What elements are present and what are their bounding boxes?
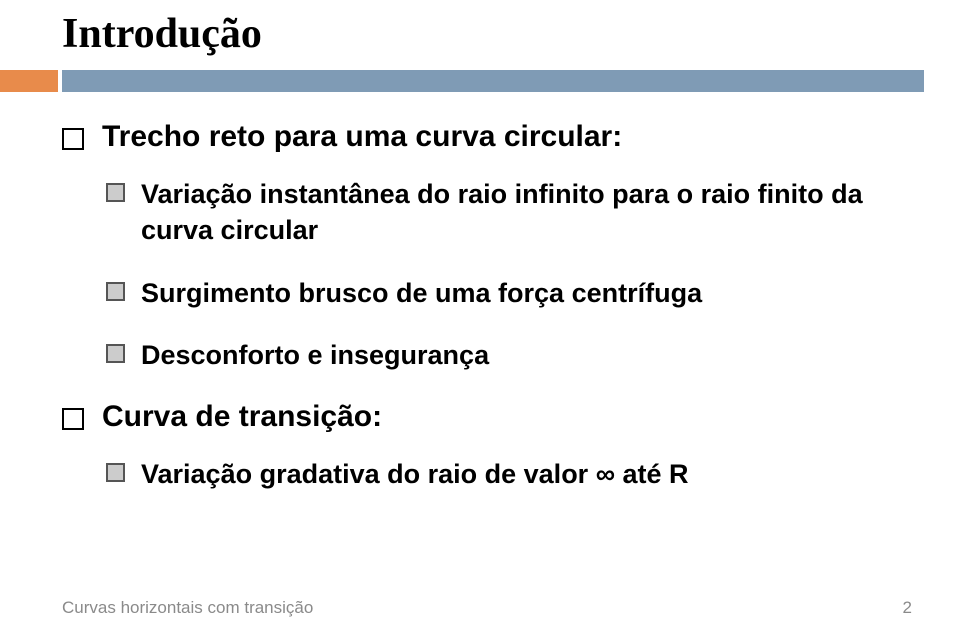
bullet-l1-text: Curva de transição: bbox=[102, 400, 382, 434]
square-bullet-icon bbox=[106, 344, 125, 363]
title-divider bbox=[62, 70, 924, 92]
bullet-l2-text: Variação gradativa do raio de valor ∞ at… bbox=[141, 456, 688, 492]
accent-bar bbox=[0, 70, 58, 92]
page-number: 2 bbox=[903, 598, 912, 618]
square-bullet-icon bbox=[106, 463, 125, 482]
bullet-l2-text: Variação instantânea do raio infinito pa… bbox=[141, 176, 924, 249]
bullet-l2-text: Surgimento brusco de uma força centrífug… bbox=[141, 275, 702, 311]
footer-text: Curvas horizontais com transição bbox=[62, 598, 313, 618]
square-bullet-icon bbox=[106, 282, 125, 301]
slide: Introdução Trecho reto para uma curva ci… bbox=[0, 0, 960, 636]
bullet-l2-group: Variação instantânea do raio infinito pa… bbox=[62, 176, 924, 374]
bullet-l1-text: Trecho reto para uma curva circular: bbox=[102, 120, 622, 154]
bullet-l1: Curva de transição: bbox=[62, 400, 924, 434]
bullet-l2: Surgimento brusco de uma força centrífug… bbox=[106, 275, 924, 311]
bullet-l2: Desconforto e insegurança bbox=[106, 337, 924, 373]
bullet-l2: Variação instantânea do raio infinito pa… bbox=[106, 176, 924, 249]
slide-content: Trecho reto para uma curva circular: Var… bbox=[62, 120, 924, 518]
square-bullet-icon bbox=[62, 128, 84, 150]
bullet-l1: Trecho reto para uma curva circular: bbox=[62, 120, 924, 154]
bullet-l2-group: Variação gradativa do raio de valor ∞ at… bbox=[62, 456, 924, 492]
bullet-l2: Variação gradativa do raio de valor ∞ at… bbox=[106, 456, 924, 492]
square-bullet-icon bbox=[62, 408, 84, 430]
bullet-l2-text: Desconforto e insegurança bbox=[141, 337, 489, 373]
slide-title: Introdução bbox=[62, 10, 262, 58]
square-bullet-icon bbox=[106, 183, 125, 202]
